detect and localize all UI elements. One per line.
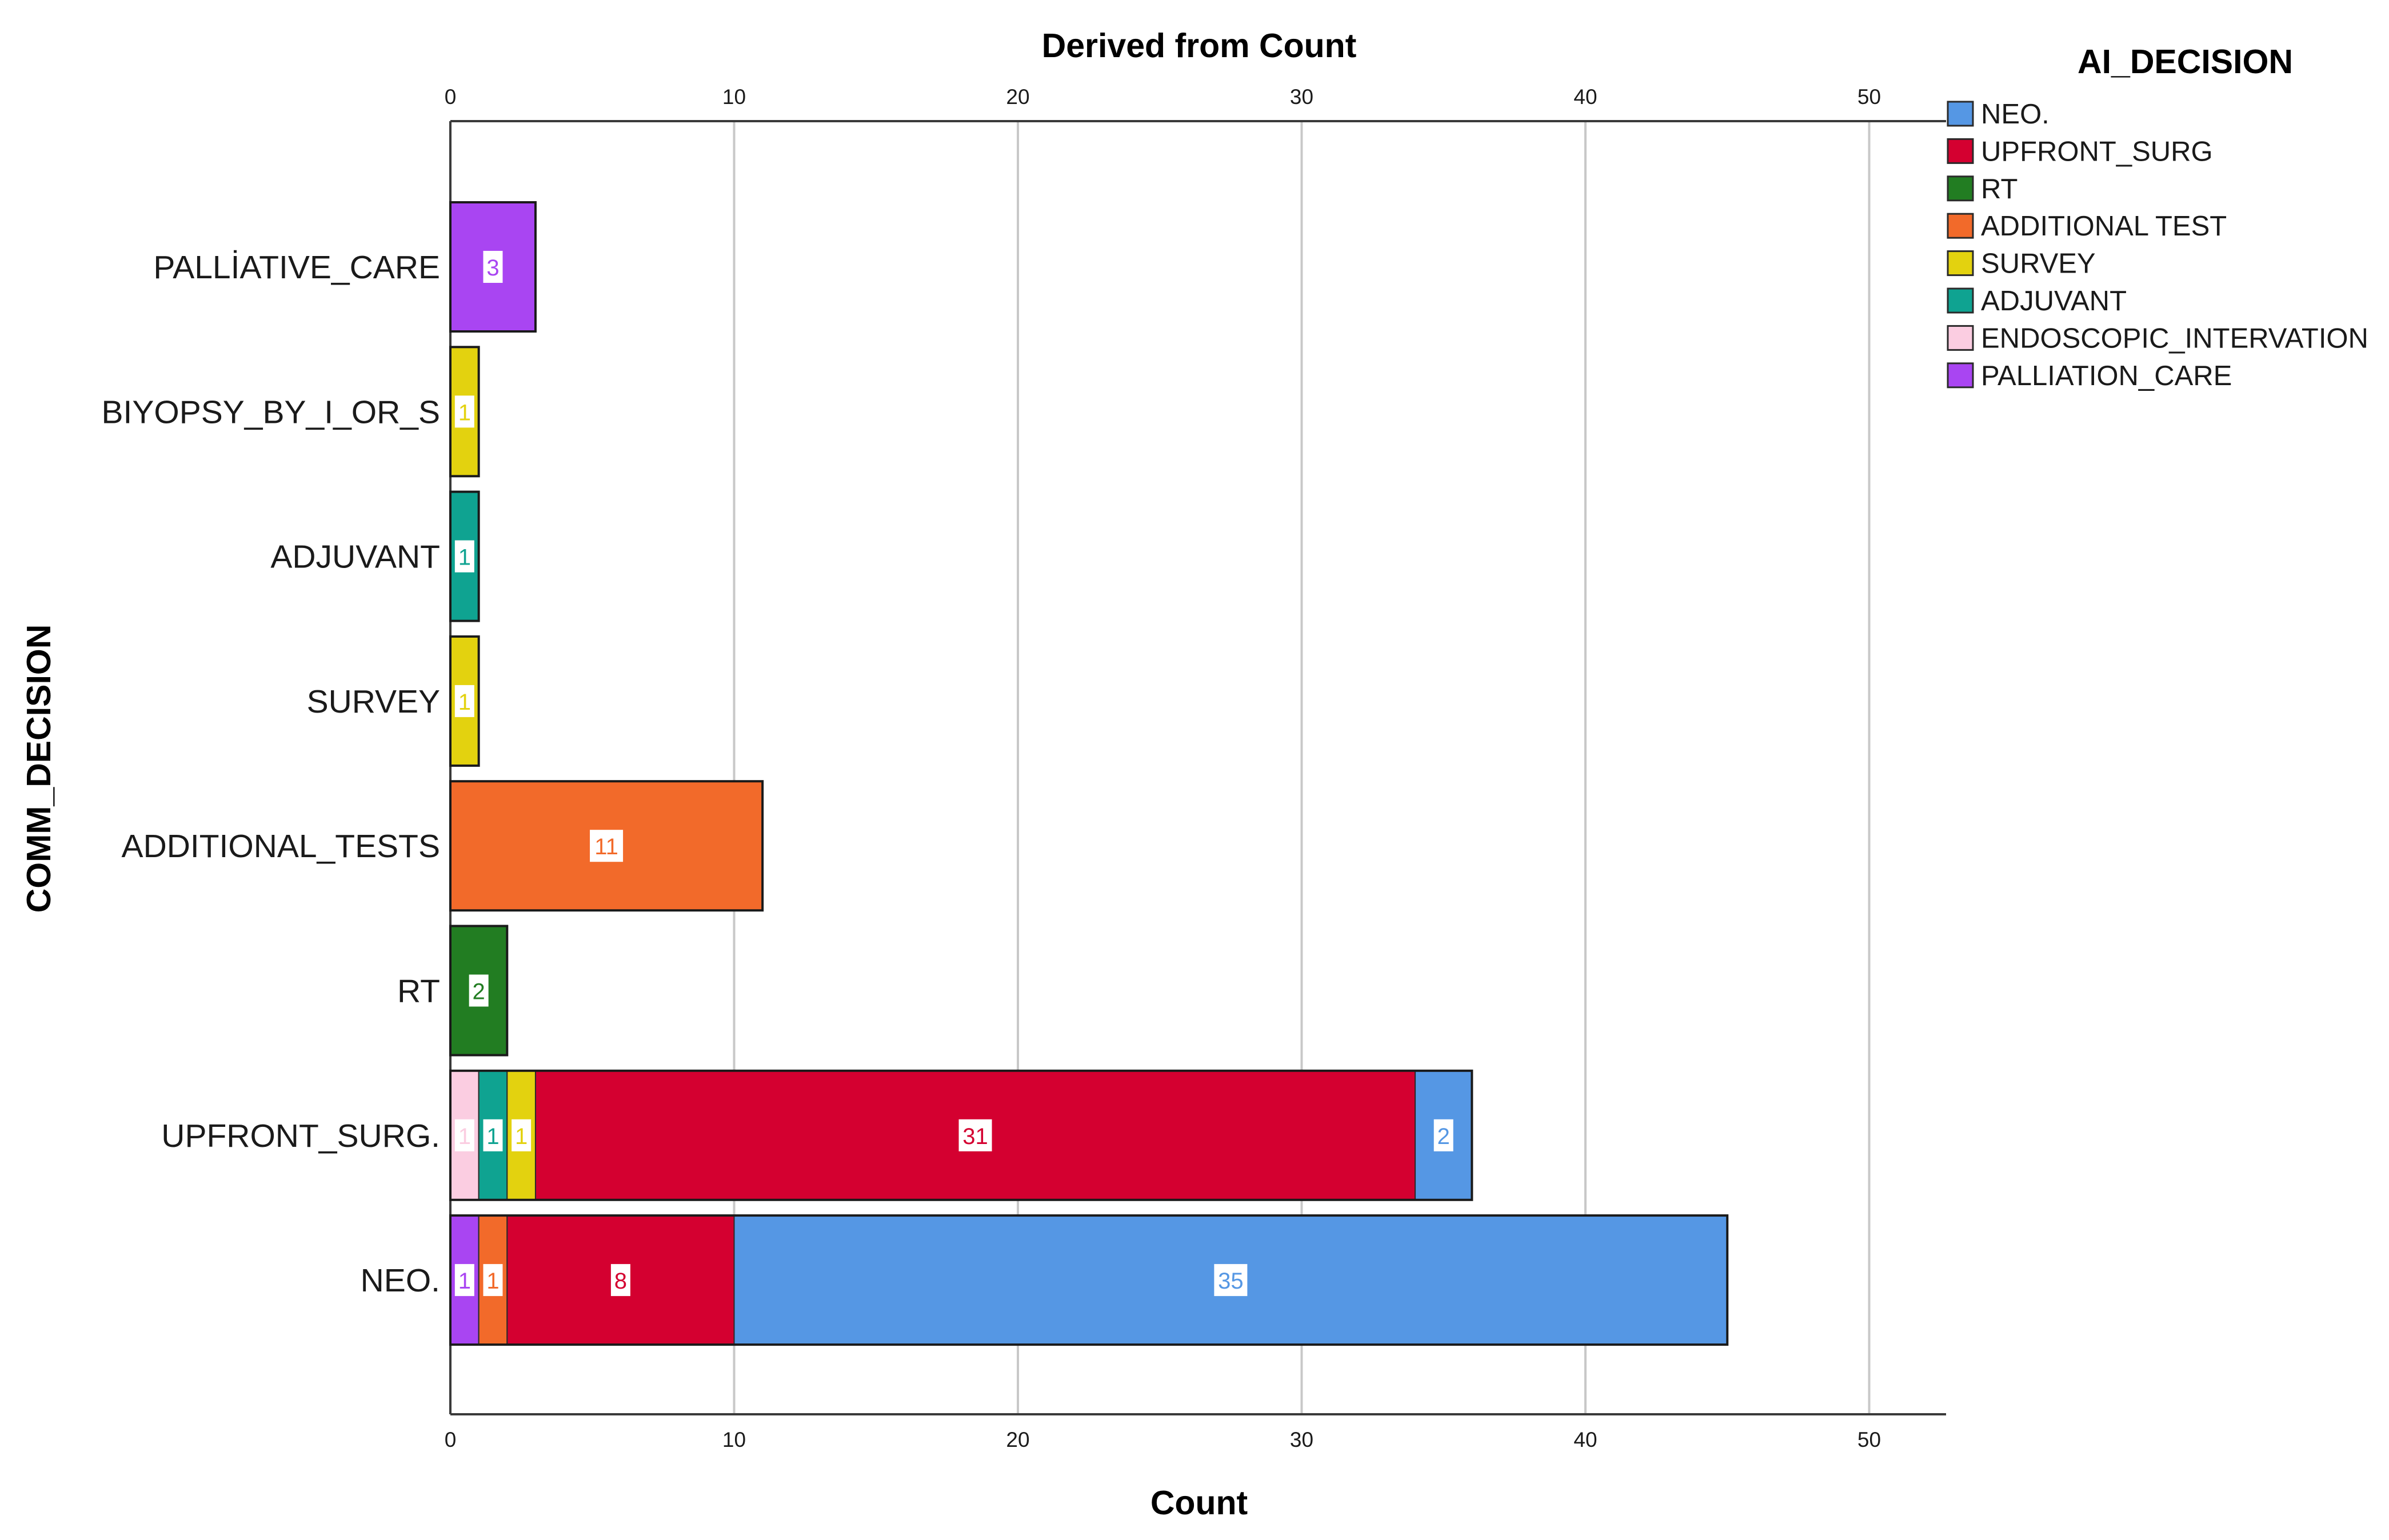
bar-outline-biyopsy-by-i-or-s <box>449 346 480 478</box>
category-label-biyopsy-by-i-or-s: BIYOPSY_BY_I_OR_S <box>102 394 440 430</box>
bar-outline-survey <box>449 635 480 767</box>
legend-label-additional-test: ADDITIONAL TEST <box>1981 211 2227 242</box>
data-label-additional-tests-additional-test: 11 <box>594 834 618 859</box>
data-label-upfront-surg-adjuvant: 1 <box>486 1124 499 1149</box>
legend-swatch-neo <box>1947 101 1974 127</box>
data-label-biyopsy-by-i-or-s-survey: 1 <box>458 400 471 425</box>
top-tick-label-30: 30 <box>1290 85 1313 109</box>
data-label-box-palli-ative-care-palliation-care <box>483 251 503 283</box>
bar-outline-upfront-surg <box>449 1069 1473 1201</box>
category-label-adjuvant: ADJUVANT <box>270 539 440 575</box>
data-label-upfront-surg-survey: 1 <box>515 1124 528 1149</box>
legend-title: AI_DECISION <box>2078 43 2293 81</box>
data-label-upfront-surg-neo: 2 <box>1437 1124 1450 1149</box>
legend-swatch-upfront-surg <box>1947 138 1974 164</box>
legend-label-endoscopic-intervation: ENDOSCOPIC_INTERVATION <box>1981 323 2368 354</box>
legend-swatch-additional-test <box>1947 213 1974 239</box>
data-label-box-neo-neo <box>1214 1264 1248 1297</box>
bar-outline-adjuvant <box>449 490 480 622</box>
category-labels: PALLİATIVE_CARE BIYOPSY_BY_I_OR_S ADJUVANT… <box>102 249 440 1299</box>
top-tick-label-40: 40 <box>1573 85 1597 109</box>
data-label-box-neo-upfront-surg <box>610 1264 630 1297</box>
data-label-survey-survey: 1 <box>458 690 471 715</box>
x-axis-title: Count <box>1150 1484 1248 1522</box>
bottom-tick-label-50: 50 <box>1857 1428 1881 1451</box>
data-label-box-neo-additional-test <box>483 1264 503 1297</box>
data-label-neo-neo: 35 <box>1218 1269 1244 1294</box>
bottom-tick-label-30: 30 <box>1290 1428 1313 1451</box>
category-label-palli-ative-care: PALLİATIVE_CARE <box>153 249 440 286</box>
tick-labels: 0 0 10 10 20 20 30 30 40 40 50 50 <box>445 85 1881 1451</box>
bar-outline-additional-tests <box>449 780 764 912</box>
legend-swatch-survey <box>1947 250 1974 277</box>
legend: NEO. UPFRONT_SURG RT ADDITIONAL TEST SURVEY A… <box>1947 99 2368 391</box>
legend-swatch-rt <box>1947 175 1974 202</box>
bar-outline-rt <box>449 925 509 1057</box>
legend-swatch-endoscopic-intervation <box>1947 325 1974 351</box>
bottom-tick-label-40: 40 <box>1573 1428 1597 1451</box>
data-label-rt-rt: 2 <box>473 979 485 1005</box>
data-label-neo-additional-test: 1 <box>486 1269 499 1294</box>
category-label-survey: SURVEY <box>307 683 440 720</box>
category-label-upfront-surg: UPFRONT_SURG. <box>161 1118 440 1154</box>
top-axis-title: Derived from Count <box>1042 27 1357 65</box>
data-label-box-survey-survey <box>454 685 474 717</box>
data-label-box-biyopsy-by-i-or-s-survey <box>454 395 474 428</box>
bottom-tick-label-0: 0 <box>445 1428 457 1451</box>
data-label-box-upfront-surg-survey <box>512 1119 532 1151</box>
data-label-upfront-surg-endoscopic-intervation: 1 <box>458 1124 471 1149</box>
legend-label-survey: SURVEY <box>1981 249 2096 279</box>
data-label-upfront-surg-upfront-surg: 31 <box>962 1124 988 1149</box>
legend-label-adjuvant: ADJUVANT <box>1981 286 2127 317</box>
data-label-box-upfront-surg-upfront-surg <box>958 1119 992 1151</box>
top-tick-label-0: 0 <box>445 85 457 109</box>
legend-label-upfront-surg: UPFRONT_SURG <box>1981 136 2213 167</box>
data-label-box-upfront-surg-neo <box>1433 1119 1453 1151</box>
data-label-box-upfront-surg-adjuvant <box>483 1119 503 1151</box>
data-label-box-neo-palliation-care <box>454 1264 474 1297</box>
legend-label-palliation-care: PALLIATION_CARE <box>1981 361 2232 391</box>
y-axis-title: COMM_DECISION <box>20 625 58 913</box>
data-label-box-upfront-surg-endoscopic-intervation <box>454 1119 474 1151</box>
top-tick-label-10: 10 <box>722 85 746 109</box>
data-label-neo-palliation-care: 1 <box>458 1269 471 1294</box>
data-label-box-rt-rt <box>469 974 489 1007</box>
data-label-palli-ative-care-palliation-care: 3 <box>486 255 499 281</box>
bar-outline-neo <box>449 1214 1729 1346</box>
category-label-rt: RT <box>397 973 440 1010</box>
legend-label-rt: RT <box>1981 174 2018 205</box>
legend-swatch-palliation-care <box>1947 362 1974 389</box>
data-label-box-adjuvant-adjuvant <box>454 540 474 573</box>
bottom-tick-label-20: 20 <box>1006 1428 1029 1451</box>
category-label-neo: NEO. <box>361 1262 440 1299</box>
legend-label-neo: NEO. <box>1981 99 2050 130</box>
data-label-adjuvant-adjuvant: 1 <box>458 545 471 570</box>
bottom-tick-label-10: 10 <box>722 1428 746 1451</box>
category-label-additional-tests: ADDITIONAL_TESTS <box>122 828 440 865</box>
bar-outline-palli-ative-care <box>449 201 537 333</box>
top-tick-label-50: 50 <box>1857 85 1881 109</box>
top-tick-label-20: 20 <box>1006 85 1029 109</box>
legend-swatch-adjuvant <box>1947 287 1974 314</box>
data-label-box-additional-tests-additional-test <box>590 830 624 862</box>
data-label-neo-upfront-surg: 8 <box>614 1269 627 1294</box>
